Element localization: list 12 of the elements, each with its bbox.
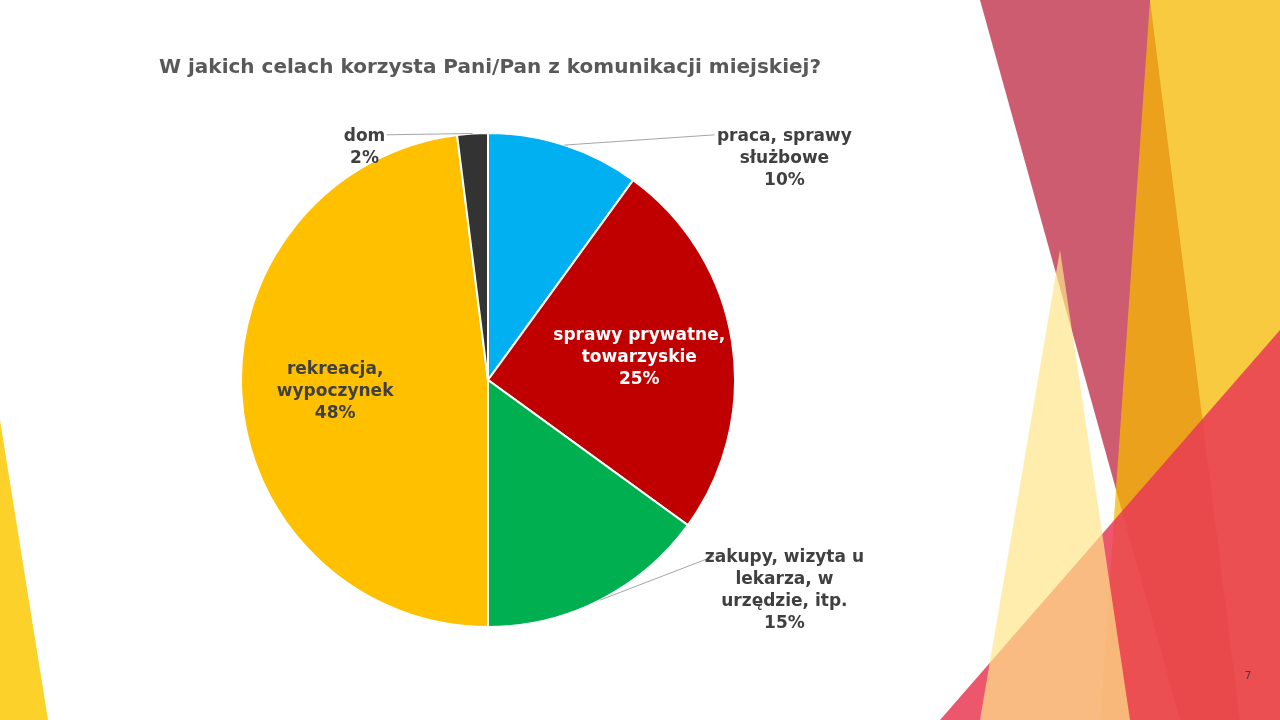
slice-label: zakupy, wizyta u lekarza, w urzędzie, itp. <box>704 546 865 611</box>
data-label: 15% <box>764 612 805 633</box>
slice-label: sprawy prywatne, towarzyskie <box>553 324 726 367</box>
text: 7 <box>1244 669 1252 682</box>
data-label: 10% <box>764 168 805 189</box>
data-label: 48% <box>314 401 356 422</box>
chart-title: W jakich celach korzysta Pani/Pan z komunikacji miejskiej? <box>158 54 822 78</box>
slice-label: rekreacja, wypoczynek <box>276 357 395 400</box>
data-label: 2% <box>350 146 379 167</box>
slice-label: praca, sprawy służbowe <box>716 124 852 167</box>
slice-label: dom <box>343 124 386 145</box>
data-label: 25% <box>618 368 660 389</box>
